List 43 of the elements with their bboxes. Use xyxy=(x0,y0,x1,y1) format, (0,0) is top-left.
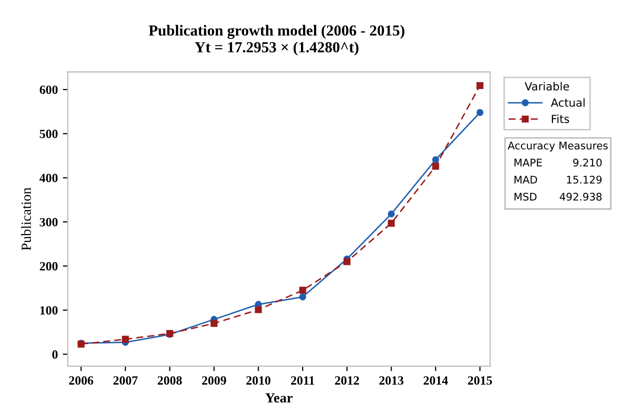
point xyxy=(432,162,440,170)
point xyxy=(388,210,395,218)
y-tick-label: 500 xyxy=(40,130,58,138)
x-axis-title: Year xyxy=(265,393,293,403)
point xyxy=(299,286,306,294)
x-tick-label: 2013 xyxy=(379,376,404,385)
text: 9.210 xyxy=(573,158,602,167)
point xyxy=(388,220,395,227)
legend-label: Fits xyxy=(552,114,570,124)
y-tick-label: 0 xyxy=(52,350,58,359)
y-tick-label: 100 xyxy=(40,306,58,315)
point xyxy=(476,82,484,90)
text: Accuracy Measures xyxy=(508,142,608,152)
legend-title: Variable xyxy=(524,82,569,90)
x-tick-label: 2010 xyxy=(246,376,270,385)
chart-title: Publication growth model (2006 - 2015) xyxy=(148,24,404,39)
x-tick-label: 2012 xyxy=(335,376,359,385)
point xyxy=(476,109,484,116)
x-tick-label: 2011 xyxy=(291,376,314,385)
x-tick-label: 2009 xyxy=(202,376,226,385)
text: MAPE xyxy=(514,158,542,166)
y-tick-label: 300 xyxy=(40,218,58,226)
text: 492.938 xyxy=(560,192,602,201)
point xyxy=(122,336,129,343)
point xyxy=(210,320,218,327)
y-tick-label: 600 xyxy=(40,86,58,94)
text: 15.129 xyxy=(567,176,602,184)
text: MAD xyxy=(514,176,538,184)
text: MSD xyxy=(514,192,537,201)
point xyxy=(299,293,306,300)
y-axis-title: Publication xyxy=(21,188,31,250)
x-tick-label: 2008 xyxy=(158,376,182,385)
x-tick-label: 2014 xyxy=(424,376,448,385)
x-tick-label: 2006 xyxy=(69,376,94,385)
y-tick-label: 400 xyxy=(40,174,58,182)
legend-label: Actual xyxy=(550,98,585,107)
y-tick-label: 200 xyxy=(40,262,58,270)
x-tick-label: 2007 xyxy=(113,376,138,385)
point xyxy=(432,156,440,164)
chart-subtitle: Yt = 17.2953 × (1.4280^t) xyxy=(194,42,358,56)
point xyxy=(344,258,350,266)
point xyxy=(254,306,262,314)
x-tick-label: 2015 xyxy=(468,376,492,385)
